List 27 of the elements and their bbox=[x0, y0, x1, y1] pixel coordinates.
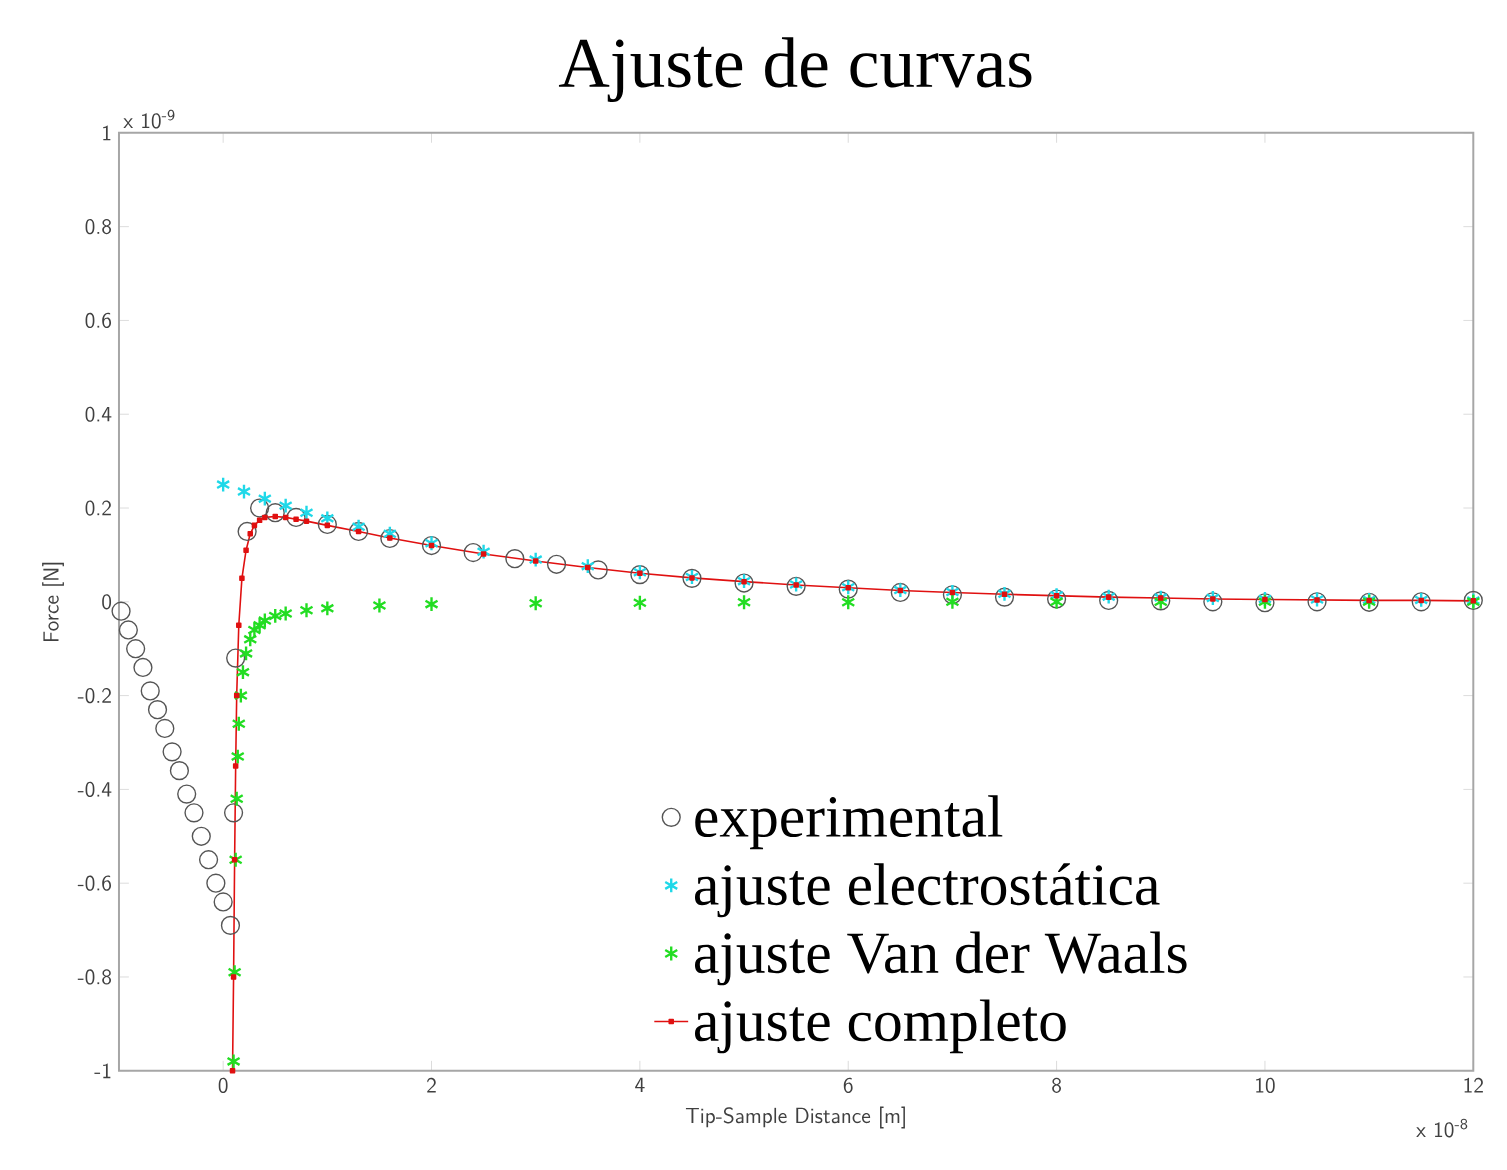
y-tick-label: -0.2 bbox=[77, 688, 111, 704]
text: x 10$^{-9}$ bbox=[123, 109, 175, 129]
legend-label: ajuste electrostática bbox=[695, 863, 1160, 918]
y-tick-label: -0.6 bbox=[77, 875, 112, 891]
text: x 10$^{-8}$ bbox=[1416, 1118, 1468, 1138]
x-tick-label: 4 bbox=[635, 1077, 645, 1093]
x-axis-title: Tip-Sample Distance [m] bbox=[685, 1106, 905, 1129]
y-tick-label: 0.2 bbox=[85, 500, 111, 516]
x-tick-label: 0 bbox=[218, 1077, 228, 1094]
legend-label: ajuste Van der Waals bbox=[695, 931, 1187, 986]
legend-label: ajuste completo bbox=[695, 999, 1066, 1054]
y-tick-label: -1 bbox=[94, 1063, 111, 1079]
y-tick-label: 0.4 bbox=[85, 406, 112, 422]
y-tick-label: 0.8 bbox=[85, 219, 112, 235]
legend-label: experimental bbox=[695, 795, 1003, 850]
y-tick-label: -0.4 bbox=[77, 781, 112, 798]
y-tick-label: 0 bbox=[102, 594, 112, 610]
x-tick-label: 12 bbox=[1464, 1077, 1483, 1093]
x-tick-label: 10 bbox=[1256, 1077, 1275, 1094]
y-tick-label: 1 bbox=[103, 125, 111, 141]
x-tick-label: 6 bbox=[843, 1077, 853, 1094]
y-axis-title: Force [N] bbox=[42, 562, 64, 642]
x-tick-label: 2 bbox=[427, 1077, 436, 1093]
y-tick-label: 0.6 bbox=[85, 312, 112, 329]
chart-title: Ajuste de curvas bbox=[558, 37, 1032, 103]
y-tick-label: -0.8 bbox=[77, 969, 112, 985]
x-tick-label: 8 bbox=[1052, 1077, 1062, 1094]
